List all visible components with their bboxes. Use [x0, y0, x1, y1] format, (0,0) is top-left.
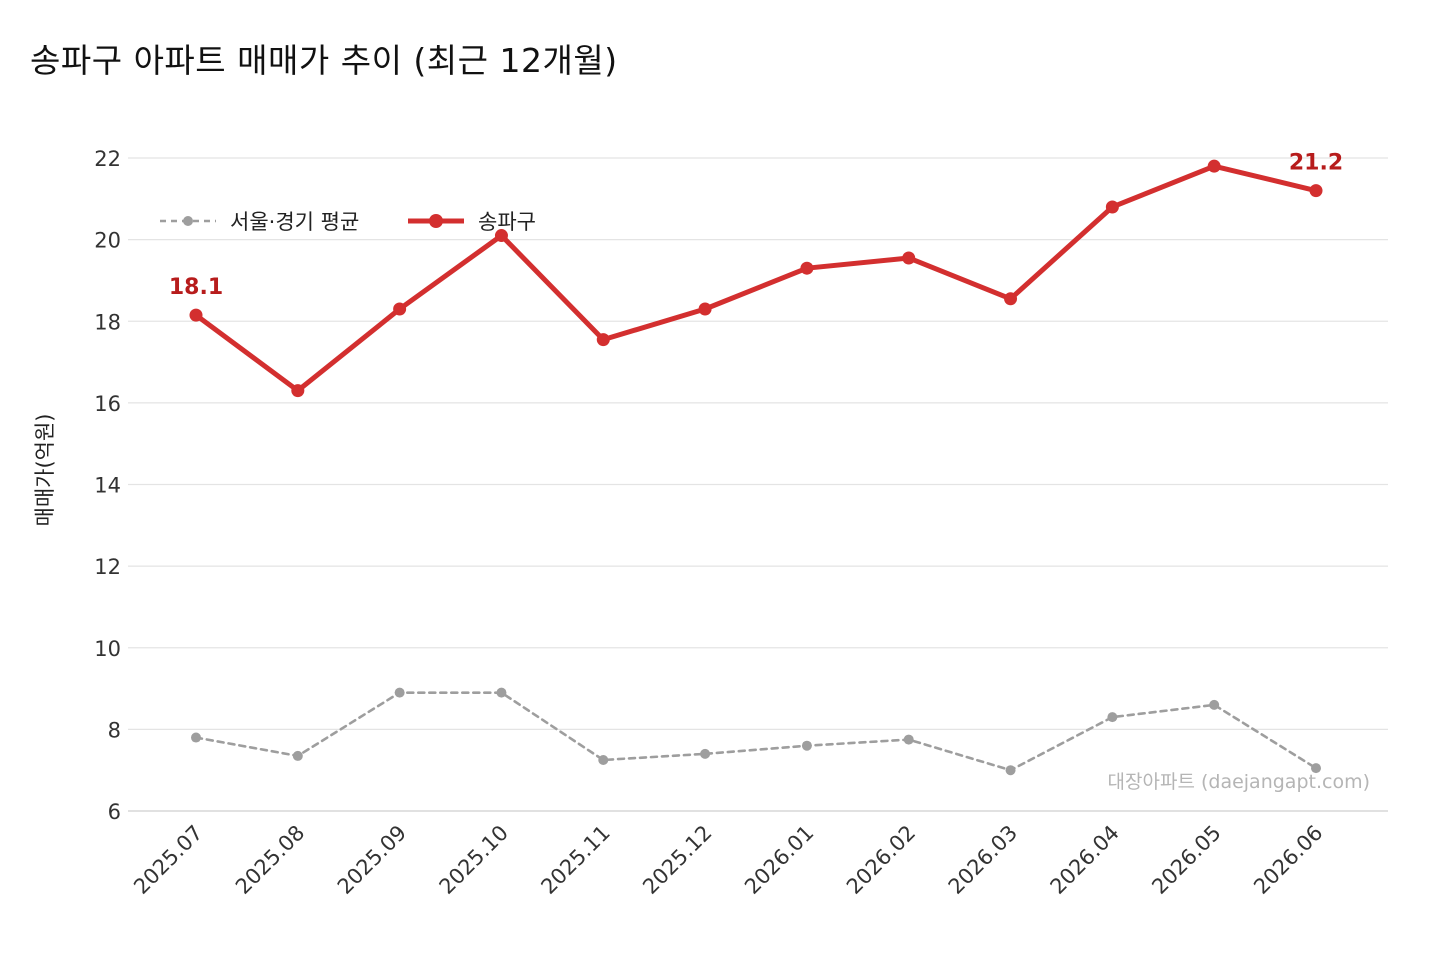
x-tick-label: 2026.03 [944, 821, 1022, 899]
legend-marker [429, 214, 443, 228]
y-tick-label: 12 [94, 555, 121, 579]
x-tick-label: 2026.04 [1046, 821, 1124, 899]
data-label: 18.1 [169, 275, 223, 300]
x-tick-label: 2025.11 [536, 821, 614, 899]
average-data-point [1209, 699, 1220, 710]
average-data-point [700, 748, 711, 759]
average-data-point [292, 750, 303, 761]
songpa-data-point [291, 384, 305, 398]
data-labels: 18.1 21.2 [169, 151, 1343, 300]
x-tick-label: 2025.12 [638, 821, 716, 899]
songpa-data-point [494, 229, 508, 243]
y-tick-label: 20 [94, 229, 121, 253]
songpa-data-point [1309, 184, 1323, 198]
songpa-data-point [902, 251, 916, 265]
data-label: 21.2 [1289, 151, 1343, 176]
x-tick-label: 2025.09 [333, 821, 411, 899]
chart-title: 송파구 아파트 매매가 추이 (최근 12개월) [30, 41, 618, 80]
average-data-point [903, 734, 914, 745]
average-data-point [191, 732, 201, 743]
legend-marker [183, 216, 193, 226]
y-tick-label: 22 [94, 147, 121, 171]
average-data-point [598, 754, 609, 765]
y-tick-label: 6 [108, 800, 121, 824]
y-tick-label: 16 [94, 392, 121, 416]
watermark-text: 대장아파트 (daejangapt.com) [1108, 771, 1370, 793]
songpa-series-line [193, 163, 1319, 394]
songpa-data-point [800, 261, 814, 275]
average-data-point [801, 740, 812, 751]
songpa-data-point [596, 333, 610, 347]
y-tick-label: 18 [94, 310, 121, 334]
x-tick-label: 2025.07 [129, 821, 207, 899]
legend-label: 송파구 [478, 210, 536, 234]
average-data-point [1005, 765, 1016, 776]
y-axis-title: 매매가(억원) [33, 414, 57, 527]
legend: 서울·경기 평균 송파구 [160, 210, 536, 234]
average-series-line [194, 691, 1318, 772]
y-tick-label: 8 [108, 718, 121, 742]
x-tick-label: 2025.10 [435, 821, 513, 899]
average-data-point [1311, 763, 1321, 774]
x-tick-label: 2026.01 [740, 821, 818, 899]
x-tick-label: 2025.08 [231, 821, 309, 899]
y-tick-label: 14 [94, 474, 121, 498]
songpa-data-point [1207, 159, 1221, 173]
x-tick-label: 2026.05 [1147, 821, 1225, 899]
songpa-data-point [1105, 200, 1119, 214]
songpa-data-point [393, 302, 407, 316]
x-tick-label: 2026.02 [842, 821, 920, 899]
songpa-data-point [1004, 292, 1018, 306]
average-data-point [1107, 712, 1118, 723]
series [189, 159, 1323, 776]
x-tick-label: 2026.06 [1249, 821, 1327, 899]
average-data-point [496, 687, 507, 698]
songpa-data-point [189, 308, 203, 322]
songpa-data-point [698, 302, 712, 316]
y-tick-label: 10 [94, 637, 121, 661]
legend-label: 서울·경기 평균 [230, 210, 359, 234]
average-data-point [394, 687, 405, 698]
grid-lines [128, 157, 1388, 812]
